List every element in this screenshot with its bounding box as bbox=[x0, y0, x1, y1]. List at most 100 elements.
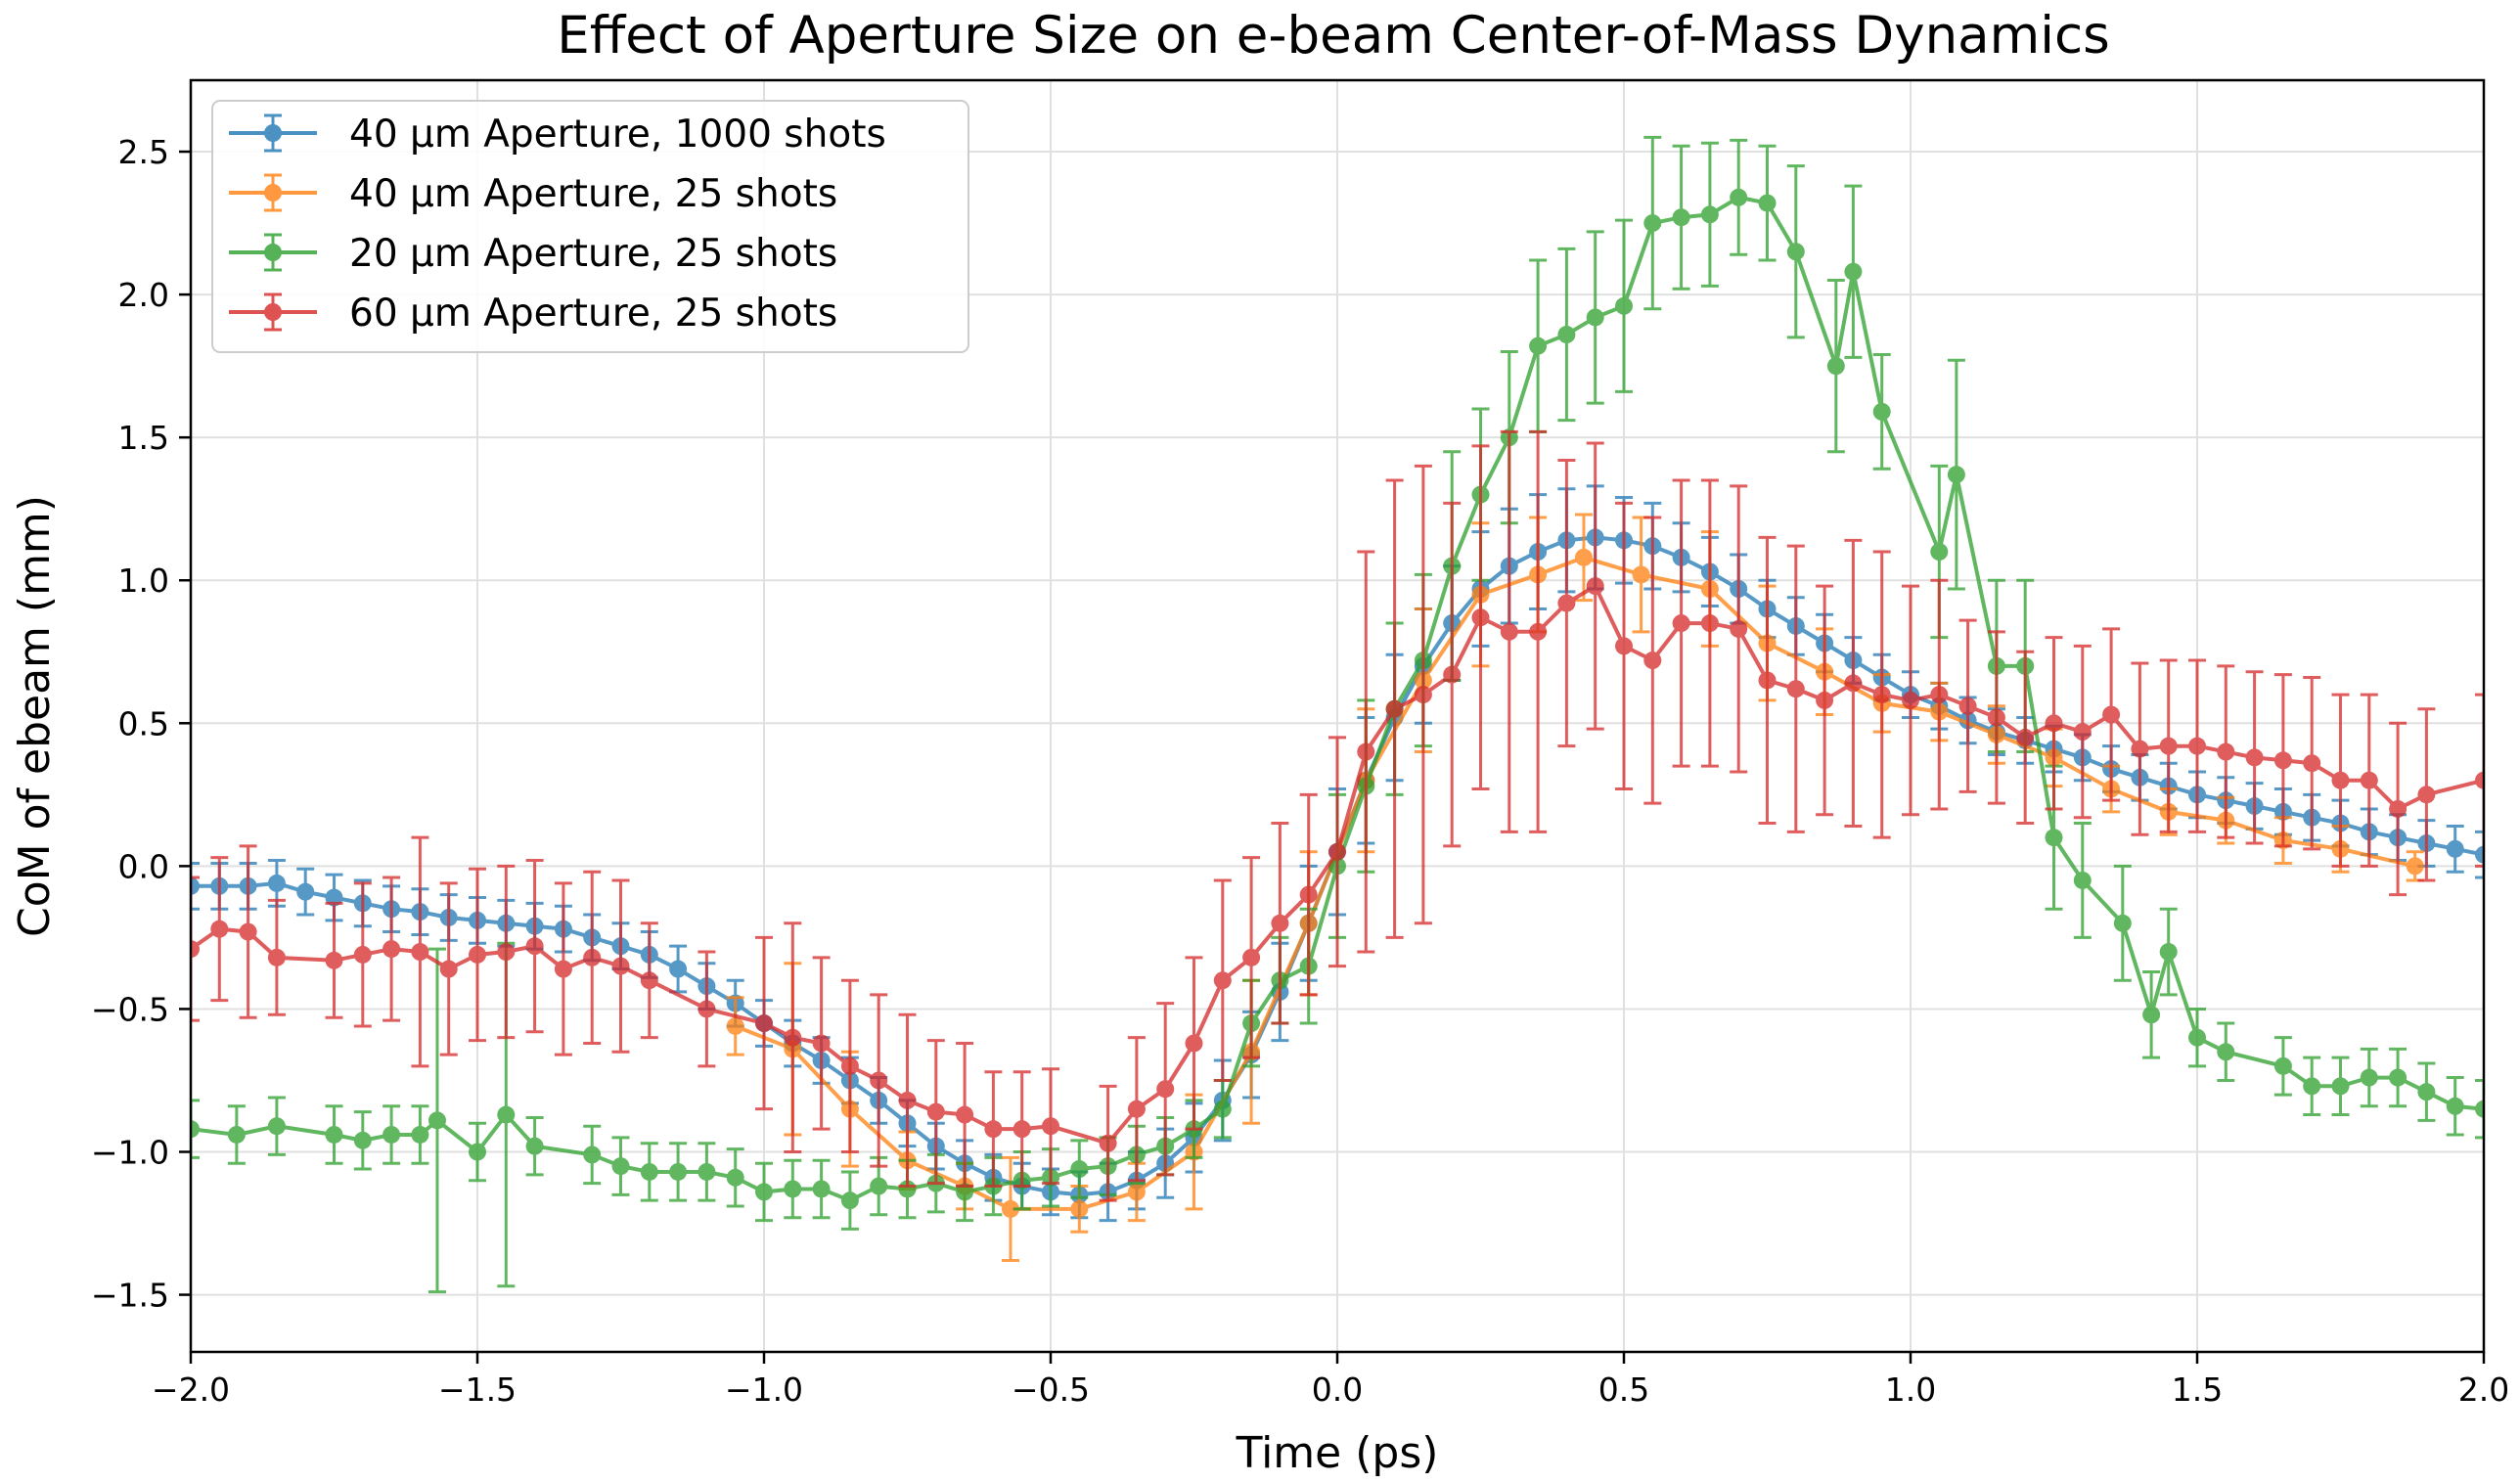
data-point bbox=[2131, 740, 2149, 758]
data-point bbox=[611, 1157, 630, 1176]
legend: 40 µm Aperture, 1000 shots 40 µm Aperture… bbox=[211, 100, 969, 353]
data-point bbox=[267, 948, 286, 966]
data-point bbox=[2475, 771, 2484, 789]
data-point bbox=[497, 943, 516, 962]
data-point bbox=[1730, 188, 1748, 206]
data-point bbox=[1826, 357, 1845, 376]
data-point bbox=[191, 940, 200, 959]
data-point bbox=[2217, 742, 2235, 761]
legend-label: 20 µm Aperture, 25 shots bbox=[349, 232, 837, 276]
y-tick-label: −1.0 bbox=[91, 1134, 169, 1172]
data-point bbox=[1500, 622, 1518, 641]
data-point bbox=[2389, 799, 2408, 818]
data-point bbox=[2406, 857, 2424, 876]
data-point bbox=[1328, 842, 1346, 861]
data-point bbox=[1930, 686, 1949, 704]
data-point bbox=[1299, 885, 1318, 904]
data-point bbox=[439, 960, 458, 978]
data-point bbox=[1001, 1199, 1019, 1218]
x-tick-label: 1.5 bbox=[2172, 1371, 2223, 1409]
data-point bbox=[870, 1071, 888, 1090]
data-point bbox=[267, 1117, 286, 1136]
legend-label: 40 µm Aperture, 1000 shots bbox=[349, 112, 886, 157]
data-point bbox=[956, 1105, 974, 1124]
data-point bbox=[669, 1162, 688, 1181]
data-point bbox=[1816, 691, 1834, 709]
data-point bbox=[2475, 1100, 2484, 1118]
data-point bbox=[2446, 1097, 2464, 1115]
data-point bbox=[1070, 1160, 1089, 1179]
data-point bbox=[325, 1125, 343, 1144]
data-point bbox=[191, 876, 200, 895]
data-point bbox=[525, 937, 544, 956]
data-point bbox=[870, 1177, 888, 1195]
data-point bbox=[698, 1162, 716, 1181]
series-4 bbox=[191, 429, 2484, 1202]
data-point bbox=[1586, 308, 1604, 327]
data-point bbox=[784, 1180, 802, 1198]
data-point bbox=[1271, 914, 1289, 932]
data-point bbox=[1127, 1183, 1146, 1201]
data-point bbox=[1632, 565, 1650, 584]
y-tick-label: 2.0 bbox=[118, 276, 169, 314]
data-point bbox=[411, 943, 429, 962]
legend-item bbox=[229, 173, 317, 212]
x-tick-label: 2.0 bbox=[2458, 1371, 2509, 1409]
data-point bbox=[1012, 1120, 1031, 1139]
data-point bbox=[840, 1191, 859, 1210]
data-point bbox=[2159, 943, 2178, 962]
data-point bbox=[382, 940, 401, 959]
data-point bbox=[583, 1146, 602, 1164]
data-point bbox=[325, 951, 343, 969]
data-point bbox=[469, 1143, 486, 1161]
data-point bbox=[267, 874, 286, 892]
y-tick-label: 1.0 bbox=[118, 562, 169, 600]
data-point bbox=[2217, 1043, 2235, 1061]
legend-item bbox=[229, 292, 317, 332]
data-point bbox=[1844, 262, 1863, 281]
data-point bbox=[898, 1180, 917, 1198]
x-axis-label: Time (ps) bbox=[1236, 1428, 1439, 1478]
data-point bbox=[669, 960, 688, 978]
data-point bbox=[1872, 402, 1891, 421]
data-point bbox=[1643, 652, 1662, 670]
data-point bbox=[583, 948, 602, 966]
data-point bbox=[1070, 1199, 1089, 1218]
data-point bbox=[2303, 754, 2321, 773]
data-point bbox=[1643, 214, 1662, 233]
data-point bbox=[2245, 748, 2264, 767]
data-point bbox=[1185, 1034, 1203, 1053]
data-point bbox=[1947, 466, 1965, 484]
legend-label: 40 µm Aperture, 25 shots bbox=[349, 172, 837, 216]
data-point bbox=[1786, 243, 1805, 261]
data-point bbox=[1730, 619, 1748, 638]
data-point bbox=[2331, 1077, 2350, 1096]
axis-ticks: −2.0 −1.5 −1.0 −0.5 0.0 0.5 1.0 1.5 2.0 −1.5 −1.0 −… bbox=[91, 133, 2509, 1409]
data-point bbox=[1242, 948, 1261, 966]
data-point bbox=[210, 920, 229, 938]
data-point bbox=[1471, 608, 1490, 627]
legend-marker bbox=[264, 244, 282, 261]
data-point bbox=[1529, 337, 1548, 355]
series-line bbox=[191, 583, 2484, 1146]
data-point bbox=[2045, 714, 2063, 733]
data-point bbox=[1758, 671, 1777, 690]
legend-marker bbox=[264, 303, 282, 321]
data-point bbox=[1672, 614, 1690, 633]
data-point bbox=[840, 1056, 859, 1075]
data-point bbox=[2073, 871, 2092, 889]
data-point bbox=[755, 1014, 773, 1033]
data-point bbox=[2142, 1006, 2161, 1024]
data-point bbox=[1213, 971, 1232, 990]
data-point bbox=[1902, 691, 1919, 709]
data-point bbox=[191, 1120, 200, 1139]
data-point bbox=[2073, 723, 2092, 742]
data-point bbox=[1042, 1117, 1059, 1136]
data-point bbox=[640, 971, 658, 990]
x-tick-label: 0.0 bbox=[1312, 1371, 1363, 1409]
data-point bbox=[1700, 205, 1719, 224]
legend-item bbox=[229, 233, 317, 272]
data-point bbox=[296, 882, 315, 901]
x-tick-label: −2.0 bbox=[152, 1371, 230, 1409]
data-point bbox=[1574, 548, 1593, 566]
